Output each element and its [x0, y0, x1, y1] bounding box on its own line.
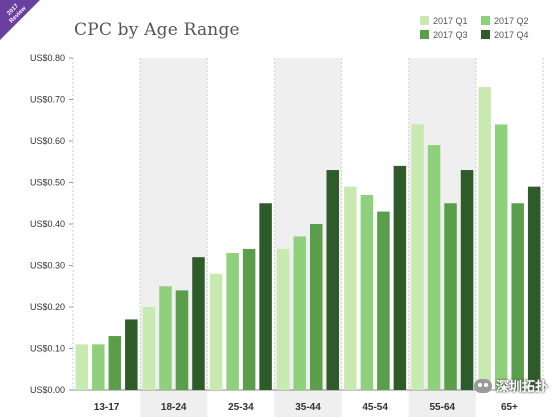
bar-18-24-2017-Q4	[192, 257, 205, 390]
bar-55-64-2017-Q3	[444, 203, 457, 390]
chart-title: CPC by Age Range	[74, 20, 240, 40]
bar-35-44-2017-Q3	[310, 224, 323, 390]
x-category-label-55-64: 55-64	[429, 402, 455, 413]
x-category-label-13-17: 13-17	[94, 402, 120, 413]
legend-swatch-2	[481, 16, 490, 25]
bar-13-17-2017-Q1	[75, 344, 89, 390]
bar-35-44-2017-Q4	[326, 170, 339, 390]
y-tick-label-US$0.60: US$0.60	[30, 136, 65, 146]
y-tick-label-US$0.30: US$0.30	[30, 261, 65, 271]
x-category-label-65+: 65+	[501, 402, 518, 413]
bar-55-64-2017-Q2	[427, 145, 441, 390]
bar-25-34-2017-Q3	[242, 248, 256, 390]
bar-13-17-2017-Q2	[92, 344, 105, 390]
x-category-label-18-24: 18-24	[161, 402, 187, 413]
y-tick-label-US$0.50: US$0.50	[30, 178, 65, 188]
bar-55-64-2017-Q1	[411, 124, 424, 391]
bar-13-17-2017-Q3	[108, 336, 122, 390]
y-tick-label-US$0.80: US$0.80	[30, 53, 65, 63]
bar-65+-2017-Q1	[478, 87, 491, 391]
bar-65+-2017-Q4	[527, 186, 541, 390]
bar-65+-2017-Q2	[494, 124, 508, 391]
legend-swatch-4	[481, 30, 490, 39]
bar-18-24-2017-Q3	[175, 290, 189, 390]
bar-18-24-2017-Q1	[142, 307, 156, 390]
y-tick-label-US$0.00: US$0.00	[30, 385, 65, 395]
bar-45-54-2017-Q2	[360, 194, 374, 390]
legend-swatch-3	[420, 30, 429, 39]
watermark: 深圳拓扑	[473, 376, 548, 395]
bar-55-64-2017-Q4	[460, 170, 474, 390]
bar-35-44-2017-Q2	[293, 236, 306, 390]
legend-label-4: 2017 Q4	[494, 30, 529, 40]
legend-label-1: 2017 Q1	[433, 16, 468, 26]
x-category-label-25-34: 25-34	[228, 402, 254, 413]
bar-45-54-2017-Q1	[344, 186, 357, 390]
y-tick-label-US$0.40: US$0.40	[30, 219, 65, 229]
bar-65+-2017-Q3	[511, 203, 524, 390]
bar-25-34-2017-Q2	[226, 253, 239, 390]
y-tick-label-US$0.70: US$0.70	[30, 95, 65, 105]
y-tick-label-US$0.10: US$0.10	[30, 344, 65, 354]
legend-label-2: 2017 Q2	[494, 16, 529, 26]
bar-25-34-2017-Q1	[209, 273, 223, 390]
legend-label-3: 2017 Q3	[433, 30, 468, 40]
bar-25-34-2017-Q4	[259, 203, 272, 390]
bar-35-44-2017-Q1	[277, 248, 290, 390]
x-category-label-35-44: 35-44	[295, 402, 321, 413]
legend-swatch-1	[420, 16, 429, 25]
bar-45-54-2017-Q3	[377, 211, 390, 390]
wechat-icon	[473, 378, 492, 393]
bar-18-24-2017-Q2	[159, 286, 172, 390]
bar-13-17-2017-Q4	[125, 319, 138, 390]
watermark-text: 深圳拓扑	[495, 379, 548, 394]
x-category-label-45-54: 45-54	[362, 402, 388, 413]
year-review-badge: 2017 Review	[0, 0, 40, 40]
bar-45-54-2017-Q4	[393, 165, 407, 390]
y-tick-label-US$0.20: US$0.20	[30, 302, 65, 312]
